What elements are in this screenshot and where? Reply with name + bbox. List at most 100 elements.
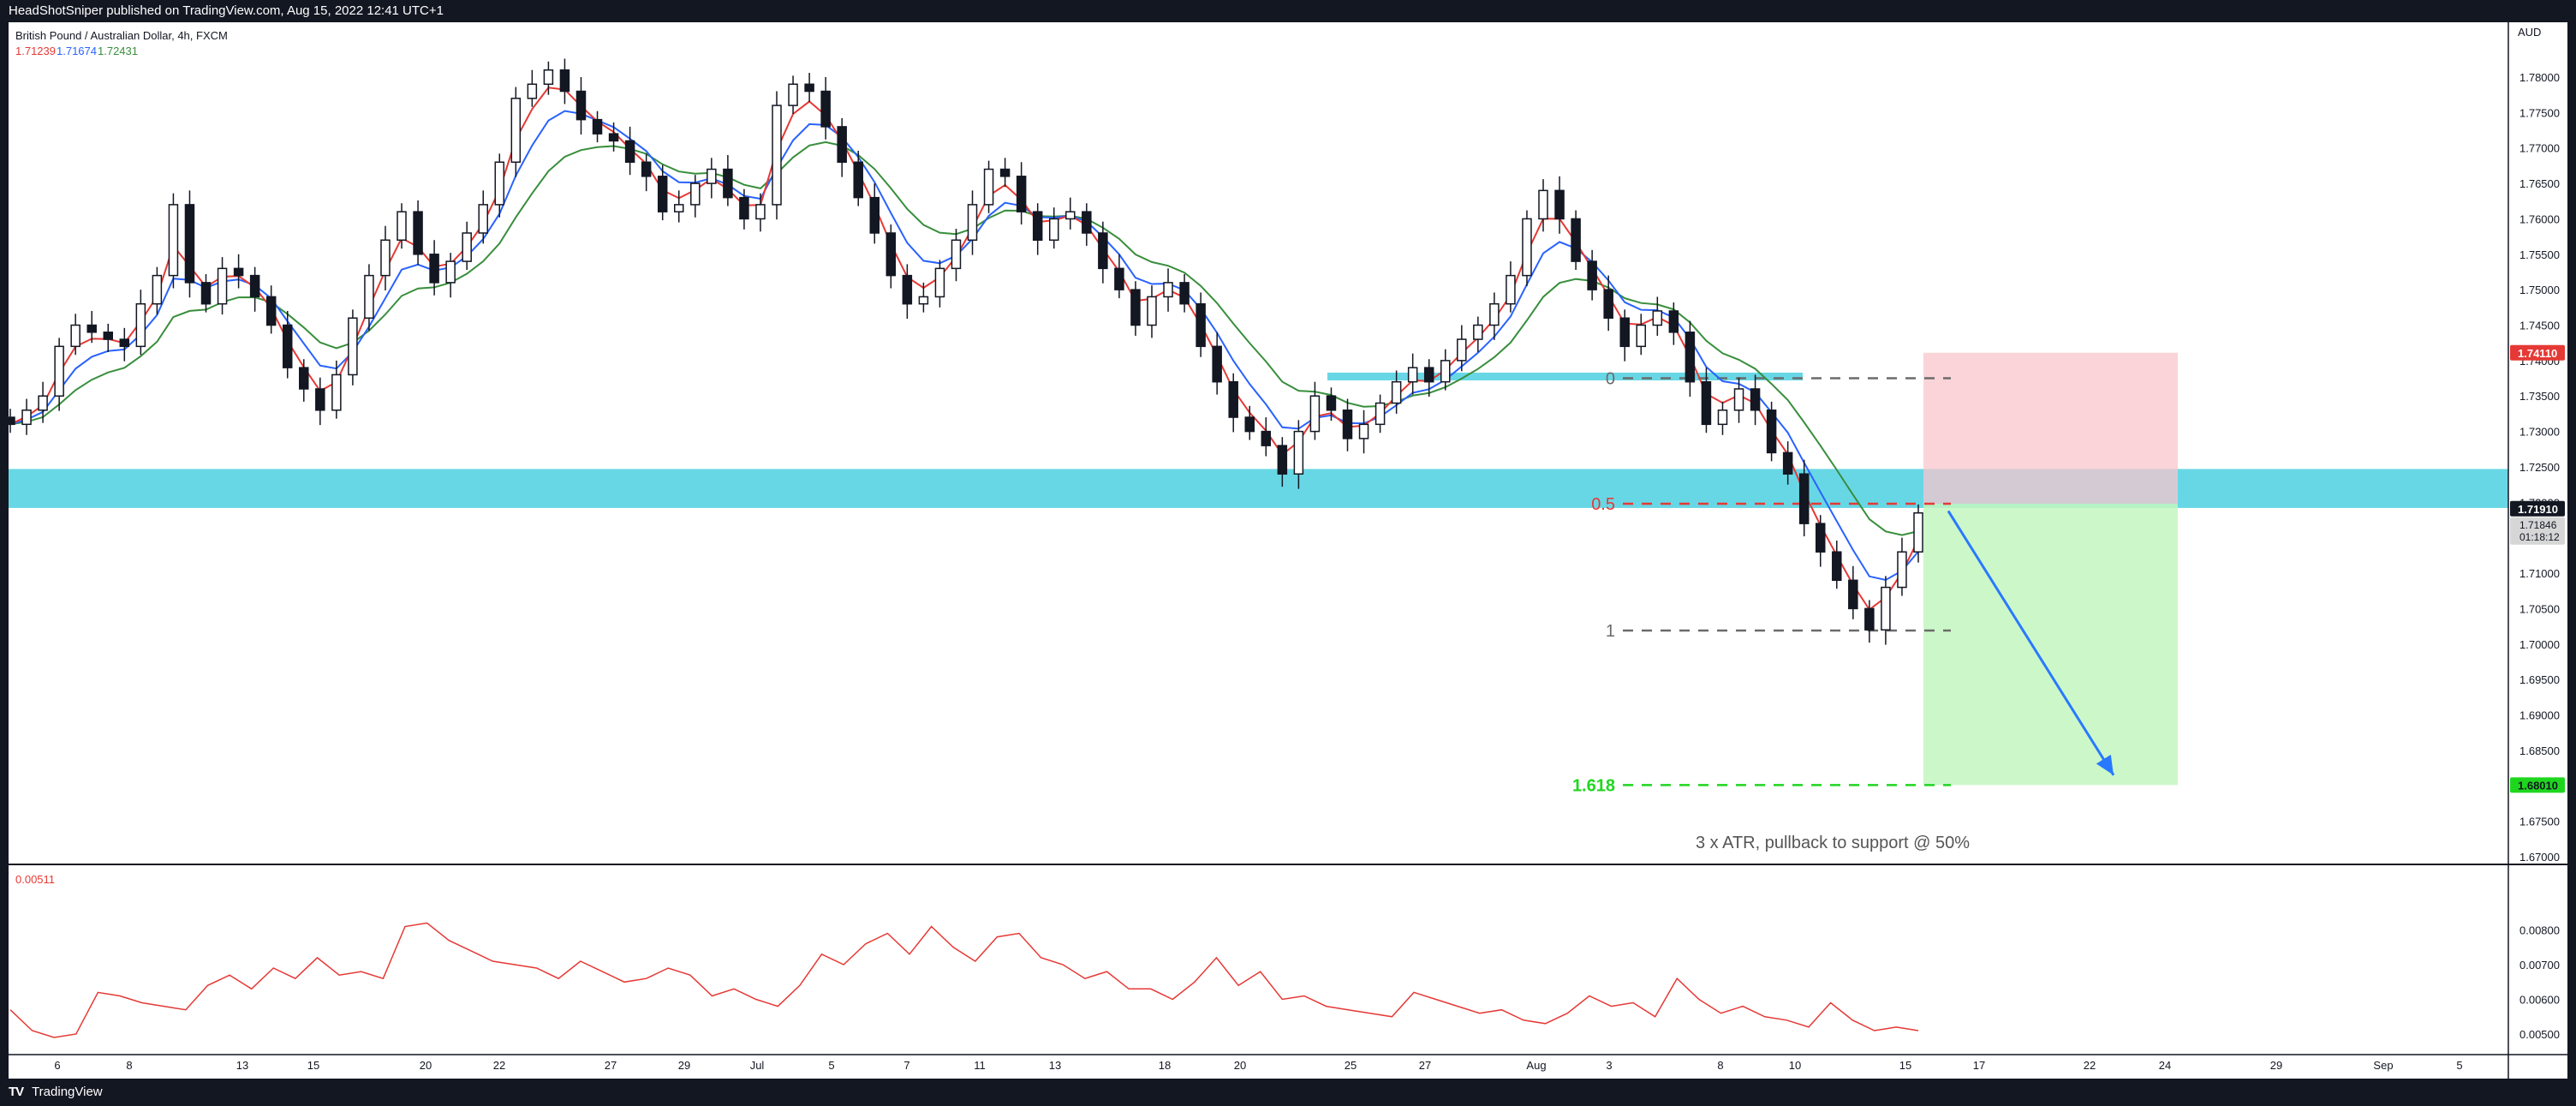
chart-frame: 0 0.5 1 1.618 3 x ATR, pullback to support … bbox=[9, 22, 2567, 1079]
published-text: HeadShotSniper published on TradingView.… bbox=[9, 3, 444, 18]
price-tick-label: 1.70000 bbox=[2519, 638, 2560, 651]
candle-body bbox=[527, 83, 538, 99]
candle-body bbox=[772, 105, 782, 206]
time-tick-label: 5 bbox=[828, 1059, 834, 1072]
candle-body bbox=[1848, 579, 1858, 610]
atr-tick-label: 0.00800 bbox=[2519, 924, 2560, 937]
stop-price-tag: 1.74110 bbox=[2518, 347, 2557, 360]
candle-body bbox=[397, 211, 407, 242]
candle-body bbox=[103, 332, 114, 340]
price-tick-label: 1.74500 bbox=[2519, 320, 2560, 332]
candle-body bbox=[462, 232, 472, 262]
candle-body bbox=[249, 274, 260, 298]
candle-body bbox=[1277, 445, 1288, 475]
candle-body bbox=[1782, 451, 1793, 475]
candle-body bbox=[413, 211, 423, 255]
time-tick-label: Sep bbox=[2373, 1059, 2393, 1072]
candle-body bbox=[983, 168, 994, 206]
time-tick-label: 8 bbox=[126, 1059, 132, 1072]
candle-body bbox=[608, 133, 619, 142]
last-price-label: 1.71846 bbox=[2519, 519, 2557, 531]
candle-body bbox=[1506, 274, 1516, 305]
candle-body bbox=[510, 98, 522, 164]
candle-body bbox=[967, 204, 978, 242]
candle-body bbox=[380, 239, 391, 277]
candle-body bbox=[184, 204, 195, 284]
atr-tick-label: 0.00600 bbox=[2519, 994, 2560, 1007]
candle-body bbox=[575, 90, 587, 121]
candle-body bbox=[1016, 176, 1027, 212]
axis-currency: AUD bbox=[2518, 26, 2541, 39]
price-tick-label: 1.67000 bbox=[2519, 851, 2560, 864]
candle-body bbox=[299, 367, 309, 390]
candle-body bbox=[119, 338, 130, 348]
risk-box bbox=[1923, 352, 2178, 504]
brand-label: TradingView bbox=[32, 1085, 103, 1099]
candle-body bbox=[265, 296, 277, 326]
candle-body bbox=[54, 345, 64, 397]
current-price-tag: 1.71910 bbox=[2518, 503, 2558, 516]
candle-body bbox=[1522, 218, 1532, 277]
small-band bbox=[1327, 372, 1803, 381]
publisher-bar: HeadShotSniper published on TradingView.… bbox=[0, 0, 2576, 22]
candle-body bbox=[999, 168, 1011, 177]
candle-body bbox=[1864, 607, 1875, 631]
candle-body bbox=[429, 254, 439, 284]
candle-body bbox=[1391, 380, 1402, 404]
price-tick-label: 1.76000 bbox=[2519, 212, 2560, 225]
atr-pane-bg bbox=[9, 865, 2508, 1055]
candle-body bbox=[1130, 289, 1141, 326]
price-pane: 0 0.5 1 1.618 3 x ATR, pullback to support … bbox=[9, 22, 2508, 864]
current-price-tag-bg bbox=[2510, 500, 2565, 517]
candle-body bbox=[804, 83, 814, 93]
candle-body bbox=[200, 282, 212, 305]
price-tick-label: 1.70500 bbox=[2519, 602, 2560, 615]
ema-mid-line bbox=[9, 110, 1919, 582]
candle-body bbox=[690, 182, 701, 206]
atr-pane: 0.00511 bbox=[9, 865, 2508, 1055]
candle-body bbox=[1244, 416, 1255, 433]
price-tick-label: 1.67500 bbox=[2519, 816, 2560, 828]
atr-value-label: 0.00511 bbox=[15, 873, 55, 886]
candle-body bbox=[755, 204, 766, 220]
candle-body bbox=[315, 388, 325, 411]
time-tick-label: 8 bbox=[1717, 1059, 1723, 1072]
candle-body bbox=[1326, 395, 1337, 411]
price-tick-label: 1.68500 bbox=[2519, 744, 2560, 757]
fib-label: 0 bbox=[1606, 370, 1615, 389]
candle-body bbox=[1098, 232, 1108, 270]
candle-body bbox=[1147, 296, 1157, 326]
time-tick-label: 5 bbox=[2456, 1059, 2462, 1072]
time-tick-label: 10 bbox=[1789, 1059, 1801, 1072]
price-tick-label: 1.71000 bbox=[2519, 567, 2560, 580]
candle-body bbox=[1196, 302, 1206, 348]
candle-body bbox=[348, 317, 358, 376]
projection-arrow-line bbox=[1947, 510, 2115, 776]
price-ticks: 1.78000 1.77500 1.77000 1.76500 1.76000 1.755… bbox=[2519, 71, 2560, 864]
candle-body bbox=[1261, 430, 1272, 446]
candle-body bbox=[1750, 388, 1761, 411]
candle-body bbox=[1309, 395, 1321, 433]
candle-body bbox=[1342, 410, 1353, 439]
candle-body bbox=[1766, 410, 1777, 454]
time-tick-label: 20 bbox=[1234, 1059, 1246, 1072]
price-tick-label: 1.69000 bbox=[2519, 708, 2560, 721]
candle-body bbox=[1571, 218, 1581, 262]
time-tick-label: Jul bbox=[750, 1059, 765, 1072]
candle-body bbox=[364, 274, 374, 319]
footer-bar: TV TradingView bbox=[0, 1079, 2576, 1106]
candle-body bbox=[1717, 410, 1728, 426]
last-price-box bbox=[2510, 517, 2565, 545]
trade-annotation: 3 x ATR, pullback to support @ 50% bbox=[1696, 834, 1970, 852]
candle-body bbox=[641, 161, 652, 177]
candle-body bbox=[1163, 282, 1173, 298]
time-tick-label: 24 bbox=[2159, 1059, 2171, 1072]
chart-canvas[interactable]: 0 0.5 1 1.618 3 x ATR, pullback to support … bbox=[9, 22, 2567, 1079]
candle-body bbox=[86, 324, 97, 333]
ma-value-3: 1.72431 bbox=[98, 45, 138, 57]
candle-body bbox=[1733, 388, 1744, 411]
candle-body bbox=[886, 232, 897, 277]
time-tick-label: Aug bbox=[1526, 1059, 1546, 1072]
time-tick-label: 27 bbox=[1419, 1059, 1431, 1072]
